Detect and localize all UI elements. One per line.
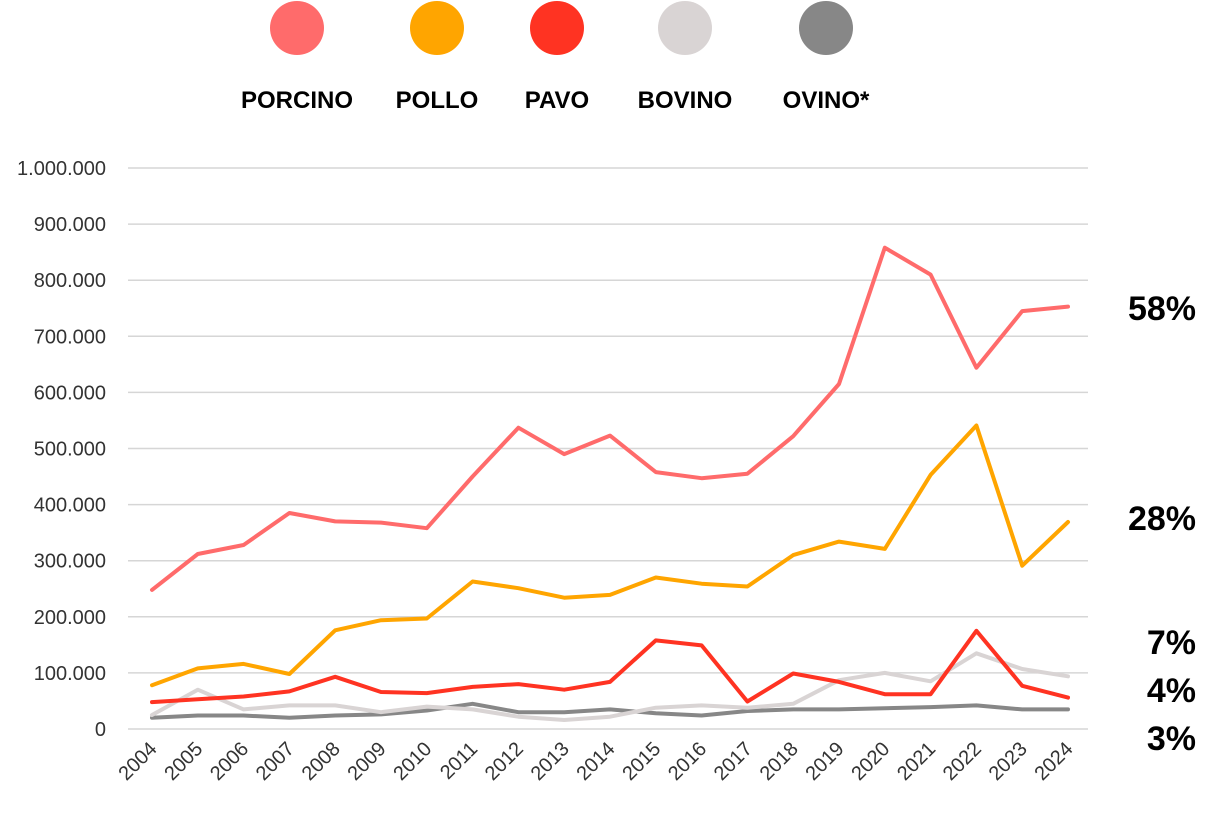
- x-tick-label: 2006: [206, 738, 253, 785]
- x-tick-label: 2012: [481, 738, 528, 785]
- series-lines: [150, 245, 1070, 722]
- x-tick-label: 2023: [985, 738, 1032, 785]
- x-tick-label: 2007: [252, 738, 299, 785]
- y-tick-label: 100.000: [34, 663, 106, 685]
- x-tick-label: 2005: [160, 738, 207, 785]
- legend-swatch-ovino: [799, 1, 853, 55]
- y-tick-label: 0: [95, 719, 106, 741]
- x-tick-label: 2024: [1031, 738, 1078, 785]
- series-line-porcino: [150, 245, 1070, 592]
- x-tick-label: 2009: [344, 738, 391, 785]
- share-label-pollo: 28%: [1128, 500, 1196, 538]
- x-tick-label: 2020: [847, 738, 894, 785]
- x-tick-label: 2010: [389, 738, 436, 785]
- x-tick-label: 2018: [756, 738, 803, 785]
- y-tick-label: 800.000: [34, 270, 106, 292]
- legend: PORCINO POLLO PAVO BOVINO OVINO*: [241, 1, 870, 114]
- x-tick-label: 2019: [802, 738, 849, 785]
- legend-swatch-pavo: [530, 1, 584, 55]
- series-line-pavo: [150, 628, 1070, 705]
- share-label-porcino: 58%: [1128, 290, 1196, 328]
- x-tick-label: 2008: [298, 738, 345, 785]
- y-tick-label: 400.000: [34, 495, 106, 517]
- share-label-pavo: 7%: [1147, 624, 1196, 662]
- share-labels: 58% 28% 7% 4% 3%: [1128, 290, 1196, 758]
- gridlines: [128, 167, 1088, 730]
- legend-swatch-bovino: [658, 1, 712, 55]
- y-tick-label: 900.000: [34, 214, 106, 236]
- x-tick-label: 2013: [527, 738, 574, 785]
- y-tick-label: 200.000: [34, 607, 106, 629]
- legend-swatch-porcino: [270, 1, 324, 55]
- x-tick-label: 2021: [893, 738, 940, 785]
- legend-label-ovino: OVINO*: [783, 87, 870, 114]
- legend-label-pollo: POLLO: [396, 87, 479, 114]
- series-line-ovino: [150, 701, 1070, 720]
- legend-label-pavo: PAVO: [525, 87, 589, 114]
- share-label-ovino: 3%: [1147, 720, 1196, 758]
- y-tick-label: 1.000.000: [17, 158, 106, 180]
- y-tick-label: 500.000: [34, 439, 106, 461]
- series-line-bovino: [150, 651, 1070, 722]
- y-tick-label: 600.000: [34, 382, 106, 404]
- y-tick-label: 700.000: [34, 326, 106, 348]
- x-tick-label: 2015: [618, 738, 665, 785]
- x-tick-label: 2022: [939, 738, 986, 785]
- y-tick-label: 300.000: [34, 551, 106, 573]
- legend-label-porcino: PORCINO: [241, 87, 353, 114]
- x-tick-label: 2004: [115, 738, 162, 785]
- legend-label-bovino: BOVINO: [638, 87, 733, 114]
- x-tick-label: 2011: [436, 738, 482, 784]
- x-tick-label: 2014: [573, 738, 620, 785]
- series-line-pollo: [150, 423, 1070, 688]
- legend-swatch-pollo: [410, 1, 464, 55]
- x-tick-label: 2016: [664, 738, 711, 785]
- share-label-bovino: 4%: [1147, 672, 1196, 710]
- x-tick-label: 2017: [710, 738, 757, 785]
- y-axis-ticks: 0 100.000 200.000 300.000 400.000 500.000 600.…: [17, 158, 106, 741]
